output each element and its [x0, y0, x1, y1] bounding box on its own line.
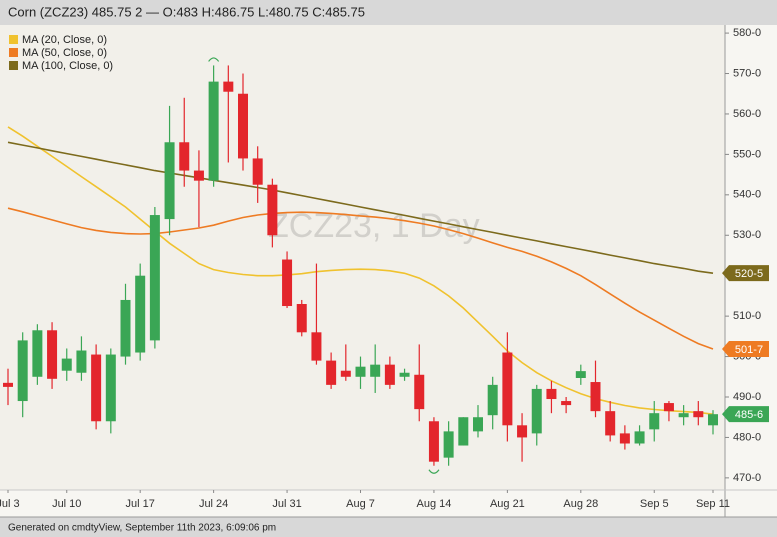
legend-swatch — [9, 48, 18, 57]
ma-line — [7, 207, 714, 350]
plot-area — [0, 25, 725, 490]
low-marker — [428, 469, 440, 474]
price-tag-label: 501-7 — [735, 344, 763, 356]
candle-body — [149, 215, 160, 341]
legend-swatch — [9, 61, 18, 70]
candle-body — [619, 433, 630, 444]
x-tick-label: Aug 28 — [563, 498, 598, 510]
legend-label: MA (50, Close, 0) — [22, 47, 107, 59]
candle-body — [399, 372, 410, 377]
candle-body — [193, 170, 204, 181]
legend-label: MA (100, Close, 0) — [22, 60, 113, 72]
candle-body — [340, 370, 351, 377]
candle-body — [326, 360, 337, 385]
footer-bar — [0, 517, 777, 537]
candle-body — [678, 413, 689, 418]
candle-body — [384, 364, 395, 385]
candle-body — [105, 354, 116, 422]
candle-body — [473, 417, 483, 432]
candle-body — [223, 81, 234, 92]
candle-body — [561, 401, 572, 406]
candle-body — [282, 259, 293, 307]
ma-line — [7, 141, 714, 274]
candle-body — [296, 304, 307, 333]
candle-body — [208, 81, 219, 181]
candle-body — [252, 158, 263, 185]
candle-body — [91, 354, 102, 422]
candle-body — [311, 332, 322, 361]
x-tick-label: Jul 17 — [126, 498, 155, 510]
legend-swatch — [9, 35, 18, 44]
price-tag — [722, 265, 769, 282]
candle-body — [47, 330, 58, 379]
candle-body — [663, 403, 674, 412]
candle-body — [355, 366, 366, 377]
y-tick-label: 490-0 — [733, 391, 761, 403]
candle-body — [458, 417, 469, 446]
candle-body — [693, 411, 704, 418]
candle-body — [590, 382, 601, 412]
candle-body — [428, 421, 439, 462]
candle-body — [517, 425, 528, 438]
candle-body — [414, 374, 425, 410]
x-tick-label: Sep 5 — [640, 498, 669, 510]
x-tick-label: Jul 10 — [52, 498, 81, 510]
candle-body — [546, 388, 557, 400]
candle-body — [267, 184, 278, 236]
price-tag-label: 485-6 — [735, 409, 763, 421]
y-tick-label: 530-0 — [733, 229, 761, 241]
price-tag — [722, 340, 769, 357]
candle-body — [17, 340, 28, 402]
candle-body — [3, 382, 13, 387]
x-tick-label: Aug 7 — [346, 498, 375, 510]
candle-body — [502, 352, 513, 426]
candle-body — [605, 411, 616, 436]
y-tick-label: 560-0 — [733, 108, 761, 120]
candle-body — [135, 275, 146, 353]
candle-body — [120, 299, 131, 357]
watermark: ZCZ23, 1 Day — [268, 207, 480, 245]
candle-body — [649, 413, 660, 430]
candle-body — [179, 142, 190, 171]
x-tick-label: Jul 31 — [272, 498, 301, 510]
high-marker — [208, 57, 220, 62]
candle-body — [61, 358, 72, 371]
candle-body — [32, 330, 43, 377]
candle-body — [708, 414, 718, 426]
chart-title: Corn (ZCZ23) 485.75 2 — O:483 H:486.75 L… — [8, 4, 365, 19]
y-tick-label: 570-0 — [733, 67, 761, 79]
candle-body — [443, 431, 454, 458]
x-tick-label: Aug 21 — [490, 498, 525, 510]
candle-body — [487, 384, 498, 416]
candle-body — [531, 388, 542, 434]
candle-body — [164, 142, 175, 220]
candle-body — [575, 371, 586, 378]
candle-body — [238, 93, 248, 159]
candle-body — [76, 350, 87, 373]
y-tick-label: 550-0 — [733, 148, 761, 160]
legend-label: MA (20, Close, 0) — [22, 34, 107, 46]
y-tick-label: 580-0 — [733, 27, 761, 39]
y-tick-label: 540-0 — [733, 189, 761, 201]
candle-body — [634, 431, 645, 444]
plot-layer — [3, 57, 718, 474]
x-tick-label: Aug 14 — [417, 498, 452, 510]
x-tick-label: Sep 11 — [696, 498, 730, 510]
y-tick-label: 510-0 — [733, 310, 761, 322]
footer: Generated on cmdtyView, September 11th 2… — [8, 523, 276, 534]
price-tag — [722, 406, 769, 423]
candle-body — [370, 364, 381, 377]
y-tick-label: 470-0 — [733, 472, 761, 484]
x-tick-label: Jul 24 — [199, 498, 228, 510]
x-tick-label: Jul 3 — [0, 498, 20, 510]
price-tag-label: 520-5 — [735, 268, 763, 280]
header-bar — [0, 0, 777, 25]
y-tick-label: 480-0 — [733, 431, 761, 443]
